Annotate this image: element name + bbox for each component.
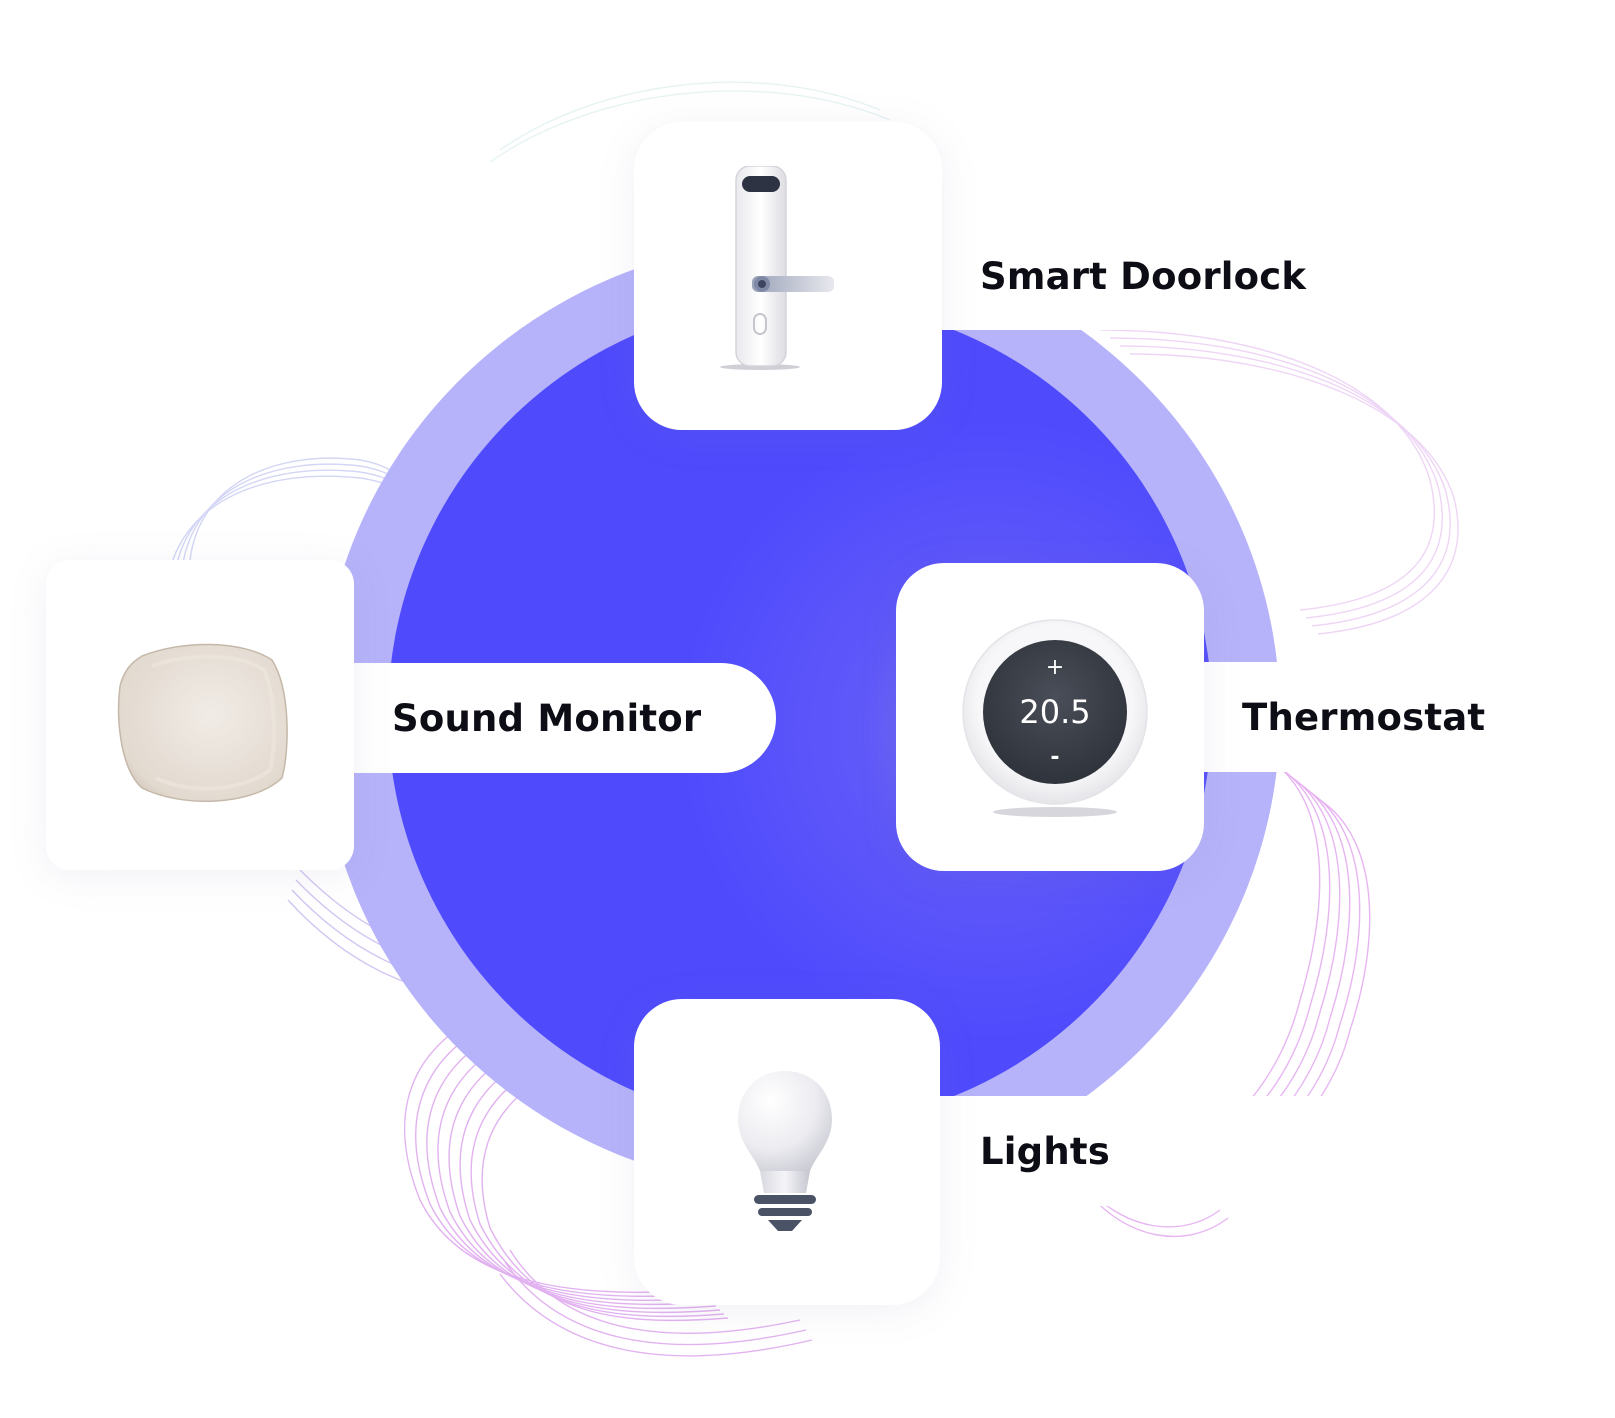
- thermostat-decrease-symbol[interactable]: -: [1050, 745, 1060, 770]
- smart-doorlock-label: Smart Doorlock: [980, 254, 1307, 298]
- thermostat-label: Thermostat: [1242, 695, 1486, 739]
- light-bulb-icon: [738, 1071, 832, 1231]
- lights-card[interactable]: [634, 999, 940, 1305]
- lights-label-panel[interactable]: Lights: [860, 1096, 1420, 1206]
- thermostat-dial-graphic: [962, 619, 1148, 817]
- smart-doorlock-icon: [720, 166, 834, 370]
- smart-doorlock-label-panel[interactable]: Smart Doorlock: [860, 222, 1420, 330]
- lights-label: Lights: [980, 1129, 1110, 1173]
- sound-monitor-label-panel[interactable]: Sound Monitor: [300, 663, 776, 773]
- sound-monitor-label: Sound Monitor: [392, 696, 702, 740]
- thermostat-card[interactable]: + 20.5 -: [896, 563, 1204, 871]
- thermostat-icon: + 20.5 -: [962, 619, 1148, 819]
- thermostat-label-panel[interactable]: Thermostat: [1150, 662, 1590, 772]
- sound-monitor-card[interactable]: [46, 560, 354, 870]
- smart-doorlock-card[interactable]: [634, 122, 942, 430]
- sound-monitor-icon: [117, 643, 288, 802]
- thermostat-temperature-value: 20.5: [1019, 693, 1091, 731]
- thermostat-increase-symbol[interactable]: +: [1045, 655, 1065, 680]
